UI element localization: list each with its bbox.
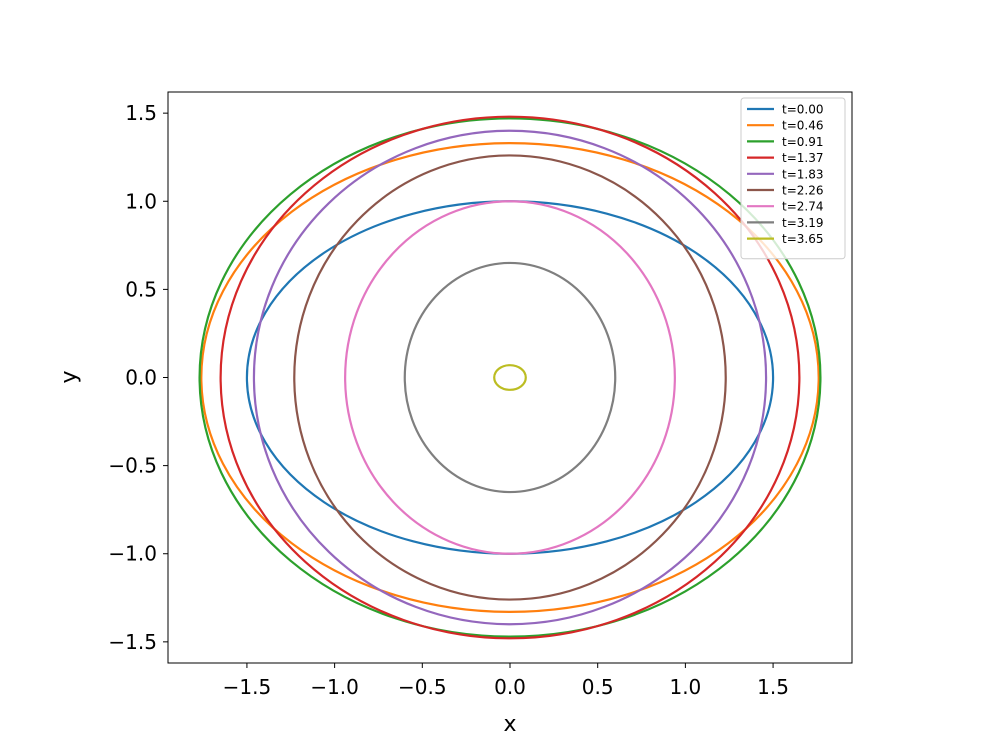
legend-label-5: t=2.26	[782, 184, 823, 198]
legend-label-0: t=0.00	[782, 103, 823, 117]
legend-label-6: t=2.74	[782, 200, 823, 214]
y-axis-label: y	[57, 370, 82, 383]
x-ticks-group: −1.5 −1.0 −0.5 0.0 0.5 1.0 1.5	[223, 663, 789, 699]
plot-area	[168, 92, 852, 663]
x-axis-label: x	[503, 712, 516, 737]
legend-label-8: t=3.65	[782, 232, 823, 246]
x-tick-label: 1.0	[669, 675, 701, 699]
y-tick-label: −1.5	[108, 630, 157, 654]
series-curve-3	[219, 115, 801, 640]
x-tick-label: −0.5	[398, 675, 447, 699]
legend: t=0.00 t=0.46 t=0.91 t=1.37 t=1.83 t=2.26 t=2.…	[740, 97, 846, 260]
legend-label-4: t=1.83	[782, 167, 823, 181]
series-curve-2	[198, 117, 822, 638]
y-tick-label: −1.0	[108, 542, 157, 566]
series-curve-4	[252, 129, 768, 626]
y-tick-label: 1.5	[125, 101, 157, 125]
y-tick-label: 0.5	[125, 277, 157, 301]
legend-label-2: t=0.91	[782, 135, 823, 149]
legend-label-3: t=1.37	[782, 151, 823, 165]
series-curve-7	[403, 261, 617, 494]
x-tick-label: −1.5	[223, 675, 272, 699]
y-tick-label: 0.0	[125, 366, 157, 390]
series-curve-8	[493, 364, 527, 391]
x-tick-label: 0.0	[494, 675, 526, 699]
y-ticks-group: −1.5 −1.0 −0.5 0.0 0.5 1.0 1.5	[108, 101, 168, 654]
legend-frame	[740, 97, 846, 260]
y-tick-label: 1.0	[125, 189, 157, 213]
x-tick-label: 0.5	[582, 675, 614, 699]
x-tick-label: −1.0	[310, 675, 359, 699]
series-curve-6	[344, 200, 676, 555]
legend-label-1: t=0.46	[782, 119, 823, 133]
series-curve-5	[293, 154, 727, 601]
curves-group	[198, 115, 822, 640]
y-tick-label: −0.5	[108, 454, 157, 478]
series-curve-1	[200, 142, 820, 613]
x-tick-label: 1.5	[757, 675, 789, 699]
legend-label-7: t=3.19	[782, 216, 823, 230]
